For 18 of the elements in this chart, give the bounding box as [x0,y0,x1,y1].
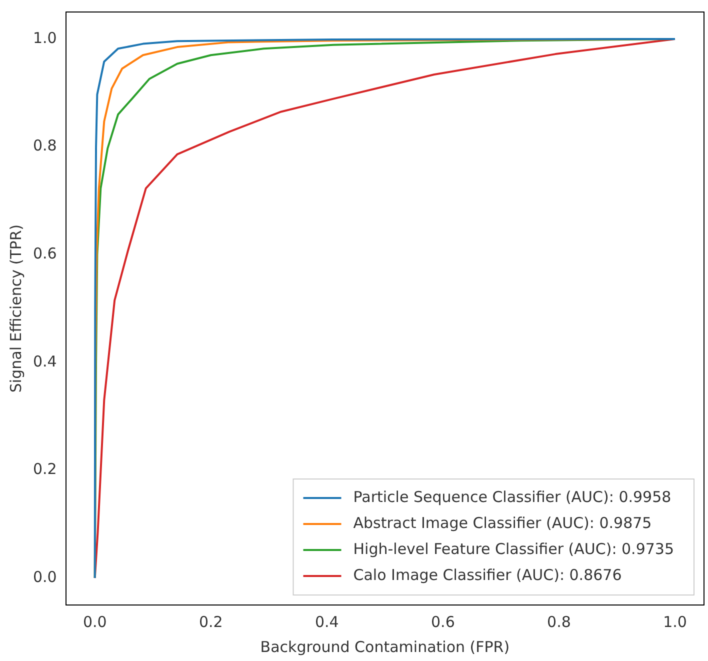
x-tick-label: 0.4 [314,612,339,631]
legend-label: Abstract Image Classifier (AUC): 0.9875 [353,514,652,532]
y-axis-title: Signal Efficiency (TPR) [6,224,25,393]
x-tick-label: 0.8 [547,612,571,631]
y-tick-label: 0.4 [32,352,57,370]
x-tick-label: 0.6 [431,612,455,631]
x-tick-label: 0.2 [198,612,223,631]
x-tick-label: 0.0 [82,612,107,631]
y-tick-label: 0.2 [32,460,57,478]
legend-label: High-level Feature Classifier (AUC): 0.9735 [353,540,674,558]
y-tick-label: 1.0 [32,28,57,47]
y-tick-label: 0.6 [32,244,57,262]
legend-label: Particle Sequence Classifier (AUC): 0.9958 [353,488,672,506]
legend-label: Calo Image Classifier (AUC): 0.8676 [353,566,622,584]
x-axis-title: Background Contamination (FPR) [260,638,510,656]
y-tick-label: 0.8 [32,136,57,155]
y-tick-label: 0.0 [32,568,57,586]
x-tick-label: 1.0 [663,612,687,631]
